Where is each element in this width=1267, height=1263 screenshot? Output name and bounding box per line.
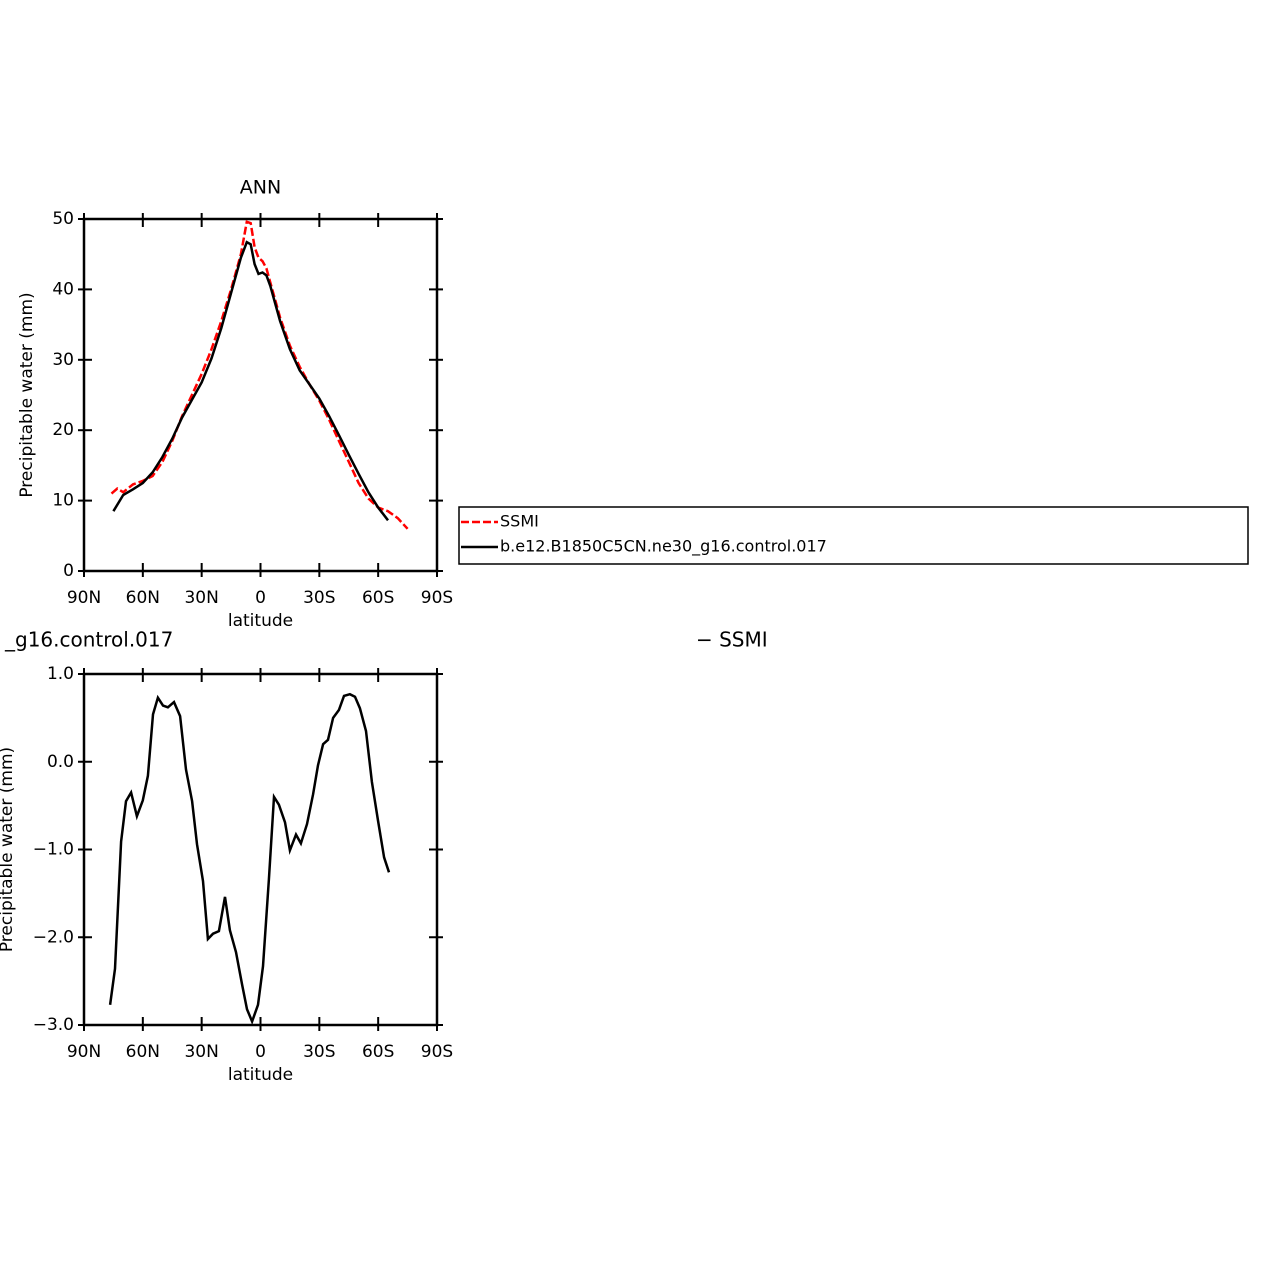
- chart-title: _g16.control.017: [4, 628, 173, 652]
- y-axis-label-group: Precipitable water (mm): [0, 747, 17, 952]
- x-tick-label: 60S: [362, 1042, 394, 1062]
- y-tick-label: −3.0: [33, 1015, 74, 1035]
- y-tick-label: 0: [63, 561, 74, 581]
- chart-title-right: − SSMI: [696, 628, 768, 652]
- legend-label: b.e12.B1850C5CN.ne30_g16.control.017: [500, 537, 827, 557]
- x-tick-label: 60N: [126, 588, 160, 608]
- x-tick-label: 30S: [303, 1042, 335, 1062]
- legend-label: SSMI: [500, 512, 539, 531]
- data-line: [108, 692, 391, 1025]
- y-axis-label: Precipitable water (mm): [17, 292, 37, 497]
- plot-frame: [82, 217, 439, 573]
- x-tick-label: 60S: [362, 588, 394, 608]
- y-axis-label: Precipitable water (mm): [0, 747, 17, 952]
- x-tick-label: 0: [255, 1042, 266, 1062]
- x-axis-label: latitude: [228, 1065, 293, 1085]
- x-tick-label: 90S: [421, 1042, 453, 1062]
- y-tick-label: −2.0: [33, 927, 74, 947]
- y-tick-label: −1.0: [33, 840, 74, 860]
- chart-title: ANN: [240, 177, 281, 199]
- data-line: [110, 220, 409, 530]
- data-line: [112, 240, 389, 522]
- y-tick-label: 40: [52, 279, 74, 299]
- x-tick-label: 90S: [421, 588, 453, 608]
- y-tick-label: 0.0: [47, 752, 74, 772]
- y-tick-label: 1.0: [47, 664, 74, 684]
- x-tick-label: 90N: [67, 1042, 101, 1062]
- x-tick-label: 30N: [184, 588, 218, 608]
- y-tick-label: 50: [52, 209, 74, 229]
- x-tick-label: 30N: [184, 1042, 218, 1062]
- legend-box: [458, 506, 1249, 565]
- y-tick-label: 30: [52, 350, 74, 370]
- y-tick-label: 10: [52, 491, 74, 511]
- x-tick-label: 0: [255, 588, 266, 608]
- y-tick-label: 20: [52, 420, 74, 440]
- x-tick-label: 90N: [67, 588, 101, 608]
- x-tick-label: 30S: [303, 588, 335, 608]
- x-axis-label: latitude: [228, 611, 293, 631]
- x-tick-label: 60N: [126, 1042, 160, 1062]
